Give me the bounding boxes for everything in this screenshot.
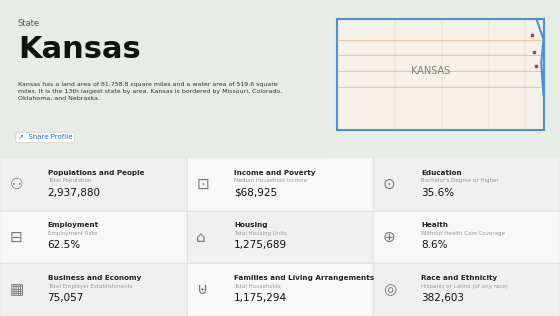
- Text: ◎: ◎: [383, 282, 396, 297]
- Text: 1,175,294: 1,175,294: [234, 293, 287, 303]
- Text: 8.6%: 8.6%: [421, 240, 447, 250]
- Text: Business and Economy: Business and Economy: [48, 275, 141, 281]
- Text: Total Employer Establishments: Total Employer Establishments: [48, 284, 132, 289]
- Text: Employment: Employment: [48, 222, 99, 228]
- Text: Education: Education: [421, 170, 461, 176]
- Text: ⌂: ⌂: [196, 229, 206, 245]
- Text: 382,603: 382,603: [421, 293, 464, 303]
- Text: Total Households: Total Households: [234, 284, 281, 289]
- Text: Families and Living Arrangements: Families and Living Arrangements: [234, 275, 375, 281]
- Text: Employment Rate: Employment Rate: [48, 231, 97, 236]
- Text: ⚇: ⚇: [10, 177, 23, 192]
- Bar: [374, 211, 560, 263]
- Text: Total Housing Units: Total Housing Units: [234, 231, 287, 236]
- Text: Kansas has a land area of 81,758.8 square miles and a water area of 519.6 square: Kansas has a land area of 81,758.8 squar…: [18, 82, 282, 101]
- Text: Median Household Income: Median Household Income: [234, 178, 307, 183]
- Text: 62.5%: 62.5%: [48, 240, 81, 250]
- Text: 2,937,880: 2,937,880: [48, 188, 101, 198]
- Bar: [0, 158, 186, 211]
- Text: $68,925: $68,925: [234, 188, 277, 198]
- Text: Housing: Housing: [234, 222, 268, 228]
- Bar: [374, 263, 560, 316]
- Text: Health: Health: [421, 222, 448, 228]
- Text: ↗  Share Profile: ↗ Share Profile: [18, 134, 72, 140]
- Text: ⊙: ⊙: [383, 177, 395, 192]
- Text: KANSAS: KANSAS: [411, 66, 450, 76]
- Text: Hispanic or Latino (of any race): Hispanic or Latino (of any race): [421, 284, 508, 289]
- Text: Bachelor's Degree or Higher: Bachelor's Degree or Higher: [421, 178, 498, 183]
- Text: Without Health Care Coverage: Without Health Care Coverage: [421, 231, 505, 236]
- Text: Kansas: Kansas: [18, 35, 141, 64]
- Bar: [0, 211, 186, 263]
- Bar: [0, 263, 186, 316]
- Bar: [186, 211, 374, 263]
- Text: 1,275,689: 1,275,689: [234, 240, 287, 250]
- Text: 35.6%: 35.6%: [421, 188, 454, 198]
- Text: State: State: [18, 19, 40, 28]
- Text: ⊡: ⊡: [196, 177, 209, 192]
- Bar: [374, 158, 560, 211]
- Bar: [186, 158, 374, 211]
- Text: ⊎: ⊎: [196, 282, 207, 297]
- Text: ▦: ▦: [10, 282, 24, 297]
- Text: ⊟: ⊟: [10, 229, 22, 245]
- Bar: [186, 263, 374, 316]
- Text: 75,057: 75,057: [48, 293, 84, 303]
- Text: Income and Poverty: Income and Poverty: [234, 170, 316, 176]
- Text: Total Population: Total Population: [48, 178, 91, 183]
- Text: ⊕: ⊕: [383, 229, 395, 245]
- Text: Race and Ethnicity: Race and Ethnicity: [421, 275, 497, 281]
- Text: Populations and People: Populations and People: [48, 170, 144, 176]
